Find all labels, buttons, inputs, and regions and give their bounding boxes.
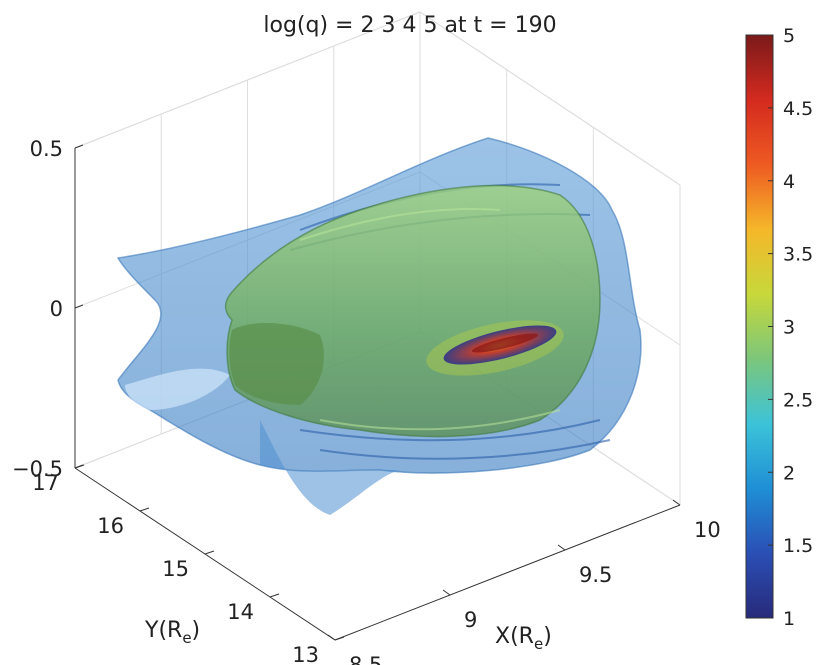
colorbar-tick-label: 1 bbox=[783, 608, 795, 630]
y-tick bbox=[74, 464, 85, 469]
y-tick bbox=[269, 593, 280, 598]
y-tick-label: 13 bbox=[292, 643, 319, 665]
y-tick-label: 15 bbox=[162, 557, 189, 581]
x-tick bbox=[442, 589, 451, 596]
z-tick-label: 0 bbox=[50, 297, 63, 321]
x-tick bbox=[327, 634, 336, 641]
colorbar-tick-label: 4 bbox=[783, 171, 795, 193]
x-tick bbox=[557, 544, 566, 551]
isosurface-level-3 bbox=[224, 184, 601, 438]
colorbar-tick-label: 1.5 bbox=[783, 535, 813, 557]
z-tick-label: 0.5 bbox=[30, 137, 63, 161]
y-axis: 13 14 15 16 17 bbox=[32, 464, 345, 665]
x-tick-label: 8.5 bbox=[349, 653, 382, 665]
isosurface-level-5 bbox=[443, 325, 557, 365]
colorbar: 1 1.5 2 2.5 3 3.5 4 4.5 5 bbox=[745, 25, 813, 630]
z-tick bbox=[74, 144, 84, 149]
z-tick-label: −0.5 bbox=[12, 457, 63, 481]
x-tick-label: 10 bbox=[694, 518, 721, 542]
colorbar-tick-label: 2 bbox=[783, 462, 795, 484]
y-tick-label: 14 bbox=[227, 600, 254, 624]
colorbar-tick-label: 2.5 bbox=[783, 389, 813, 411]
y-tick-label: 16 bbox=[97, 514, 124, 538]
x-tick-label: 9.5 bbox=[579, 563, 612, 587]
z-tick bbox=[74, 304, 84, 309]
x-axis-label: X(Re) bbox=[495, 624, 552, 653]
colorbar-tick-label: 3 bbox=[783, 317, 795, 339]
x-tick bbox=[672, 499, 681, 506]
y-axis-label: Y(Re) bbox=[144, 618, 200, 647]
colorbar-tick-label: 3.5 bbox=[783, 244, 813, 266]
chart-title: log(q) = 2 3 4 5 at t = 190 bbox=[263, 13, 556, 38]
colorbar-tick-label: 4.5 bbox=[783, 98, 813, 120]
x-axis: 8.5 9 9.5 10 bbox=[327, 499, 721, 665]
colorbar-tick-label: 5 bbox=[783, 25, 795, 47]
x-tick-label: 9 bbox=[464, 608, 477, 632]
y-tick-label: 17 bbox=[32, 471, 59, 495]
y-tick bbox=[139, 507, 150, 512]
y-tick bbox=[204, 550, 215, 555]
z-axis: −0.5 0 0.5 bbox=[12, 137, 84, 481]
